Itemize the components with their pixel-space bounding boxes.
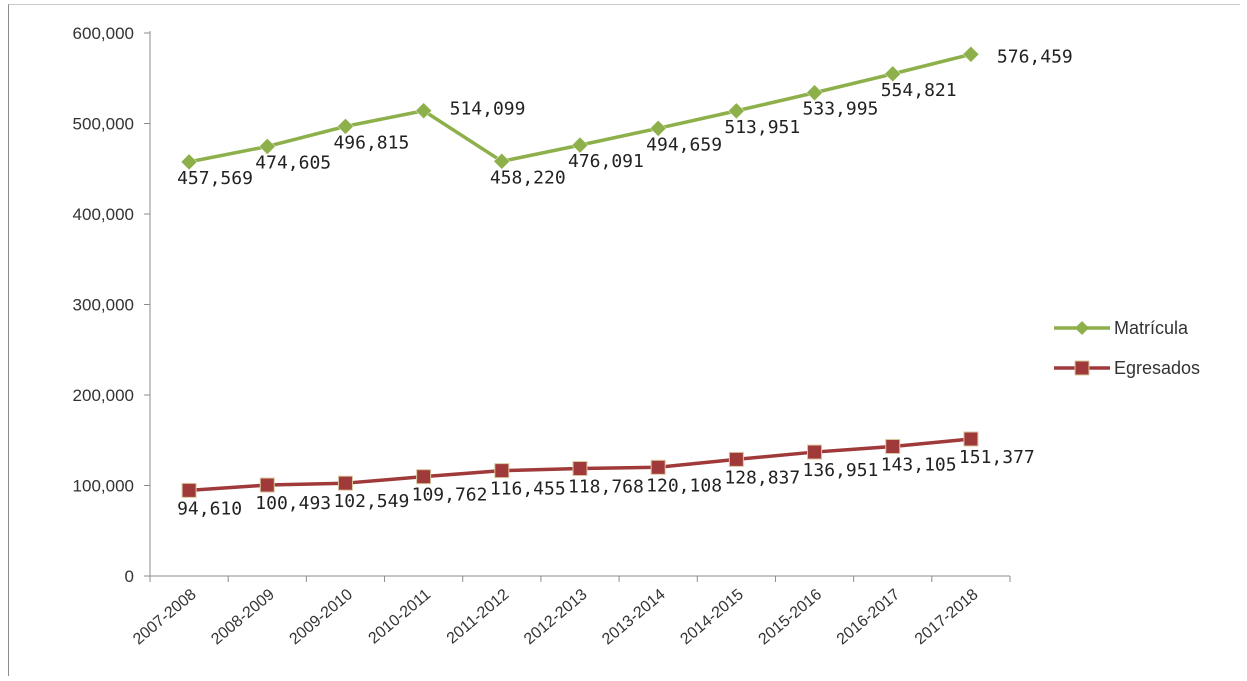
- data-label: 533,995: [803, 99, 879, 120]
- data-label: 143,105: [881, 454, 957, 475]
- data-point-diamond: [180, 153, 198, 171]
- x-tick-label: 2010-2011: [366, 586, 435, 648]
- data-label: 576,459: [997, 46, 1073, 67]
- data-point-square: [572, 461, 588, 477]
- data-point-square: [885, 438, 901, 454]
- data-point-square: [494, 463, 510, 479]
- data-point-diamond: [806, 84, 823, 102]
- data-label: 457,569: [177, 168, 253, 189]
- legend-marker-square: [1074, 360, 1090, 376]
- legend-label: Egresados: [1114, 358, 1200, 378]
- x-tick-label: 2016-2017: [834, 586, 904, 648]
- data-point-diamond: [571, 136, 589, 154]
- data-point-diamond: [884, 65, 902, 83]
- data-label: 513,951: [724, 117, 800, 138]
- data-label: 109,762: [412, 485, 488, 506]
- x-tick-label: 2014-2015: [677, 586, 747, 648]
- x-tick-label: 2013-2014: [599, 586, 669, 648]
- data-point-diamond: [258, 138, 276, 155]
- y-tick-label: 600,000: [73, 24, 134, 43]
- data-point-square: [337, 475, 353, 491]
- chart-frame: [8, 4, 1240, 676]
- y-tick-label: 300,000: [73, 296, 134, 315]
- data-label: 94,610: [177, 498, 242, 519]
- y-tick-label: 200,000: [73, 386, 134, 405]
- data-label: 100,493: [255, 493, 331, 514]
- data-label: 118,768: [568, 477, 644, 498]
- data-point-diamond: [493, 152, 511, 170]
- data-label: 496,815: [333, 132, 409, 153]
- data-point-diamond: [337, 118, 354, 135]
- data-label: 136,951: [803, 460, 879, 481]
- data-label: 128,837: [724, 467, 800, 488]
- data-point-square: [650, 459, 666, 475]
- x-tick-label: 2011-2012: [444, 586, 513, 648]
- x-tick-label: 2017-2018: [912, 586, 982, 648]
- data-label: 151,377: [959, 447, 1035, 468]
- y-tick-label: 400,000: [73, 205, 134, 224]
- data-point-diamond: [649, 119, 667, 137]
- data-label: 458,220: [490, 167, 566, 188]
- legend-marker-diamond: [1075, 321, 1089, 335]
- data-label: 494,659: [646, 134, 722, 155]
- data-point-square: [807, 444, 823, 460]
- data-point-square: [259, 477, 275, 493]
- x-tick-label: 2015-2016: [756, 586, 826, 648]
- data-point-square: [416, 469, 432, 485]
- data-label: 476,091: [568, 151, 644, 172]
- data-point-square: [728, 451, 744, 467]
- data-label: 116,455: [490, 479, 566, 500]
- data-point-square: [181, 482, 197, 498]
- x-tick-label: 2008-2009: [208, 586, 278, 648]
- data-point-square: [963, 431, 979, 447]
- data-label: 514,099: [450, 99, 526, 120]
- data-label: 474,605: [255, 152, 331, 173]
- legend-label: Matrícula: [1114, 318, 1189, 338]
- data-point-diamond: [728, 102, 745, 120]
- x-tick-label: 2007-2008: [130, 586, 200, 648]
- data-label: 102,549: [333, 491, 409, 512]
- data-label: 120,108: [646, 475, 722, 496]
- data-point-diamond: [415, 102, 432, 120]
- y-tick-label: 100,000: [73, 477, 134, 496]
- x-tick-label: 2009-2010: [286, 586, 356, 648]
- data-label: 554,821: [881, 80, 957, 101]
- x-tick-label: 2012-2013: [521, 586, 591, 648]
- data-point-diamond: [962, 45, 980, 63]
- y-tick-label: 500,000: [73, 115, 134, 134]
- y-tick-label: 0: [125, 567, 134, 586]
